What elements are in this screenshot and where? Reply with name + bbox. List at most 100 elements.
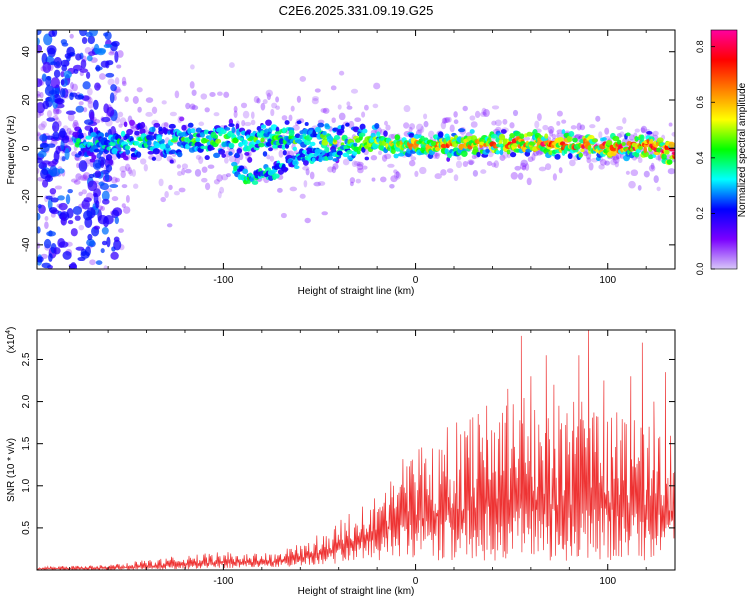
spectrogram-cell (224, 157, 229, 164)
spectrogram-cell (86, 238, 95, 247)
spectrogram-cell (93, 188, 101, 197)
spectrogram-cell (136, 87, 143, 93)
spectrogram-cell (314, 88, 321, 93)
spectrogram-cell (169, 159, 174, 164)
spectrogram-cell (168, 123, 176, 129)
spectrogram-cell (55, 109, 62, 115)
spectrogram-cell (37, 30, 42, 36)
spectrogram-cell (667, 168, 675, 175)
spectrogram-cell (87, 233, 93, 241)
spectrogram-cell (81, 37, 88, 44)
spectrogram-cell (123, 155, 129, 161)
spectrogram-cell (591, 138, 598, 143)
spectrogram-cell (44, 215, 49, 222)
spectrogram-cell (322, 130, 327, 136)
spectrogram-cell (234, 152, 240, 159)
spectrogram-cell (270, 124, 278, 131)
spectrogram-cell (410, 156, 417, 161)
spectrogram-cell (567, 152, 573, 160)
spectrogram-cell (531, 152, 536, 161)
spectrogram-cell (161, 100, 167, 105)
spectrogram-cell (552, 173, 558, 181)
spectrogram-cell (561, 119, 567, 124)
spectrogram-cell (73, 179, 81, 185)
spectrogram-cell (74, 94, 85, 100)
spectrogram-cell (292, 146, 297, 151)
colorbar-tick-label: 0.4 (695, 152, 705, 165)
spectrogram-cell (578, 152, 584, 158)
spectrogram-cell (447, 117, 452, 123)
spectrogram-cell (190, 128, 196, 134)
spectrogram-cell (207, 164, 215, 169)
spectrogram-x-tick-label: 100 (599, 275, 616, 286)
spectrogram-cell (384, 120, 388, 126)
spectrogram-cell (327, 166, 334, 173)
spectrogram-cell (204, 155, 210, 161)
spectrogram-cell (78, 151, 82, 156)
spectrogram-cell (513, 131, 521, 137)
spectrogram-cell (41, 52, 48, 65)
spectrogram-cell (105, 72, 115, 78)
spectrogram-cell (322, 107, 330, 114)
snr-y-tick-label: 2.0 (21, 394, 32, 408)
spectrogram-cell (103, 43, 112, 49)
spectrogram-cell (441, 117, 447, 124)
spectrogram-cell (333, 135, 341, 141)
spectrogram-cell (103, 103, 110, 114)
spectrogram-cell (64, 23, 68, 28)
spectrogram-cell (86, 55, 93, 62)
spectrogram-cell (648, 164, 656, 172)
spectrogram-cell (109, 158, 114, 166)
spectrogram-cell (581, 144, 586, 149)
spectrogram-cell (161, 139, 165, 144)
spectrogram-cell (247, 156, 253, 163)
spectrogram-cell (423, 113, 428, 120)
spectrogram-cell (630, 169, 639, 177)
spectrogram-cell (509, 122, 515, 129)
spectrogram-cell (89, 127, 94, 134)
spectrogram-cell (302, 166, 310, 171)
spectrogram-cell (104, 172, 110, 182)
spectrogram-cell (612, 135, 620, 142)
spectrogram-cell (228, 142, 235, 149)
spectrogram-cell (358, 132, 366, 137)
spectrogram-cell (281, 115, 288, 121)
snr-y-tick-label: 2.5 (21, 352, 32, 366)
spectrogram-cell (649, 138, 654, 144)
spectrogram-cell (519, 162, 527, 170)
spectrogram-cell (476, 151, 481, 158)
spectrogram-cell (321, 211, 328, 216)
spectrogram-cell (52, 131, 60, 141)
spectrogram-cell (80, 251, 90, 259)
snr-y-ticks: 0.5 1.0 1.5 2.0 2.5 (21, 352, 675, 535)
spectrogram-cell (228, 62, 235, 69)
spectrogram-cell (616, 139, 622, 145)
spectrogram-cell (640, 127, 646, 133)
spectrogram-cell (534, 120, 540, 129)
spectrogram-cell (38, 123, 46, 131)
spectrogram-cell (394, 134, 401, 141)
spectrogram-cell (53, 150, 60, 163)
spectrogram-cell (628, 134, 635, 141)
spectrogram-cell (44, 175, 54, 183)
spectrogram-y-tick-label: 20 (21, 94, 32, 106)
spectrogram-cell (330, 85, 337, 91)
spectrogram-cell (509, 132, 516, 139)
spectrogram-cell (527, 156, 534, 163)
spectrogram-x-label: Height of straight line (km) (298, 286, 415, 297)
snr-panel: -100 0 100 0.5 1.0 1.5 2.0 2.5 Height of strai… (5, 327, 676, 597)
spectrogram-cell (455, 160, 463, 169)
colorbar-tick-label: 0.2 (695, 207, 705, 220)
spectrogram-cell (275, 105, 280, 110)
spectrogram-cell (168, 184, 173, 191)
spectrogram-cell (253, 95, 260, 104)
spectrogram-cell (355, 178, 361, 184)
spectrogram-cell (526, 131, 533, 137)
spectrogram-cell (139, 128, 146, 135)
spectrogram-cell (70, 82, 74, 90)
spectrogram-cell (77, 134, 85, 139)
spectrogram-cell (336, 150, 343, 156)
spectrogram-cell (671, 131, 675, 137)
spectrogram-cell (383, 130, 388, 137)
spectrogram-cell (140, 121, 146, 129)
